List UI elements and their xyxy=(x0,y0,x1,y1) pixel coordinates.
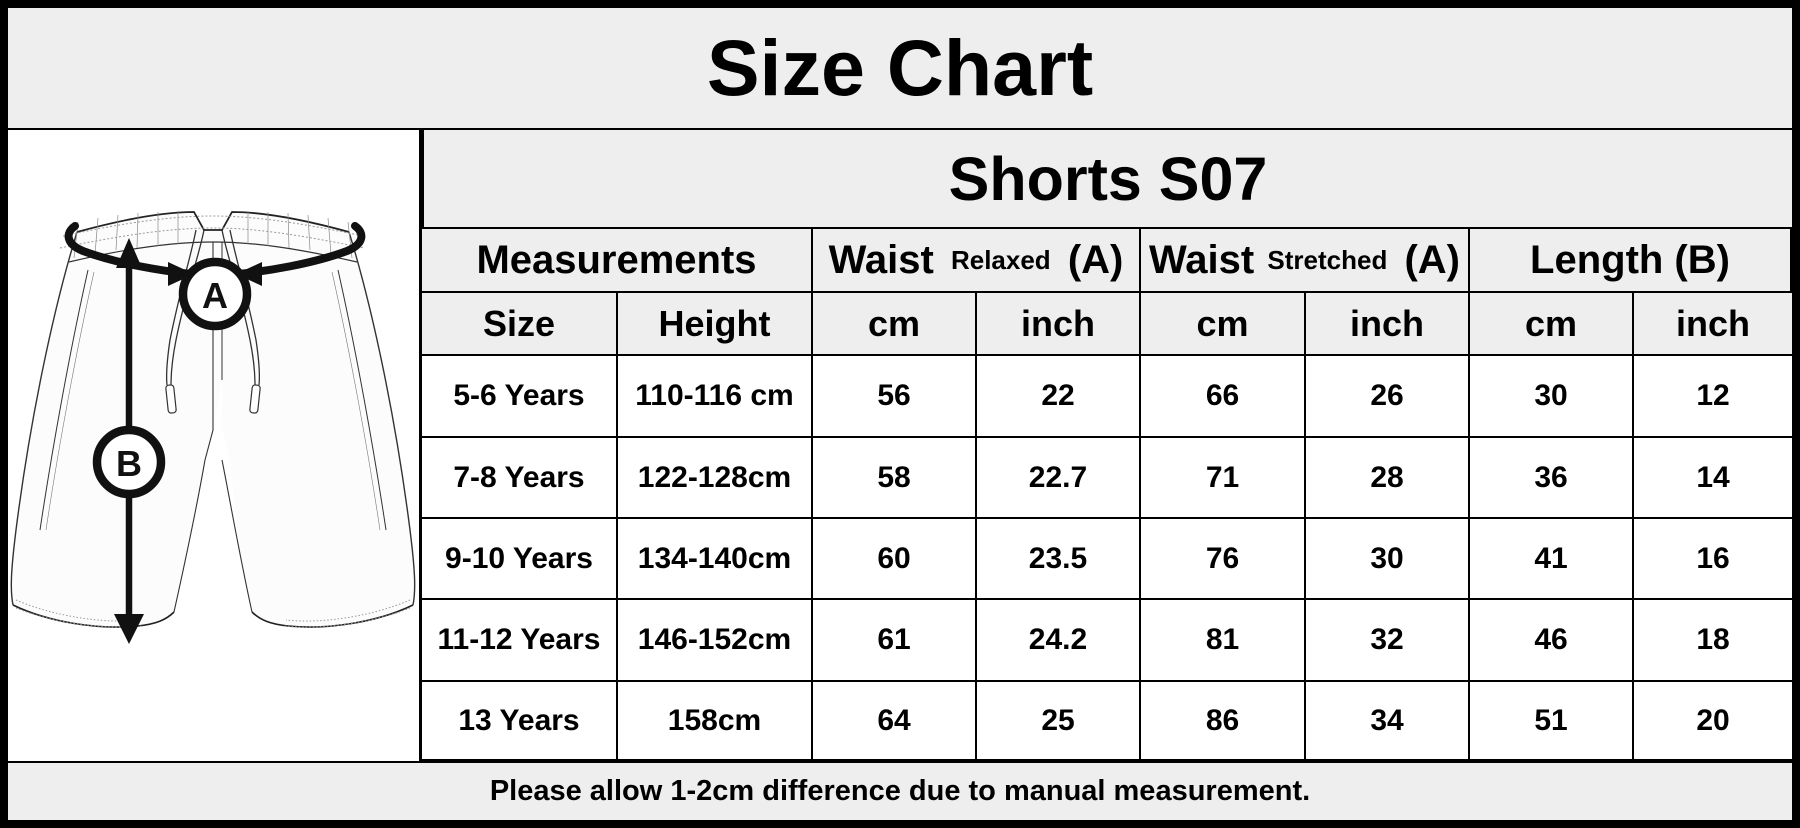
svg-text:A: A xyxy=(202,275,228,316)
svg-text:B: B xyxy=(116,443,142,484)
